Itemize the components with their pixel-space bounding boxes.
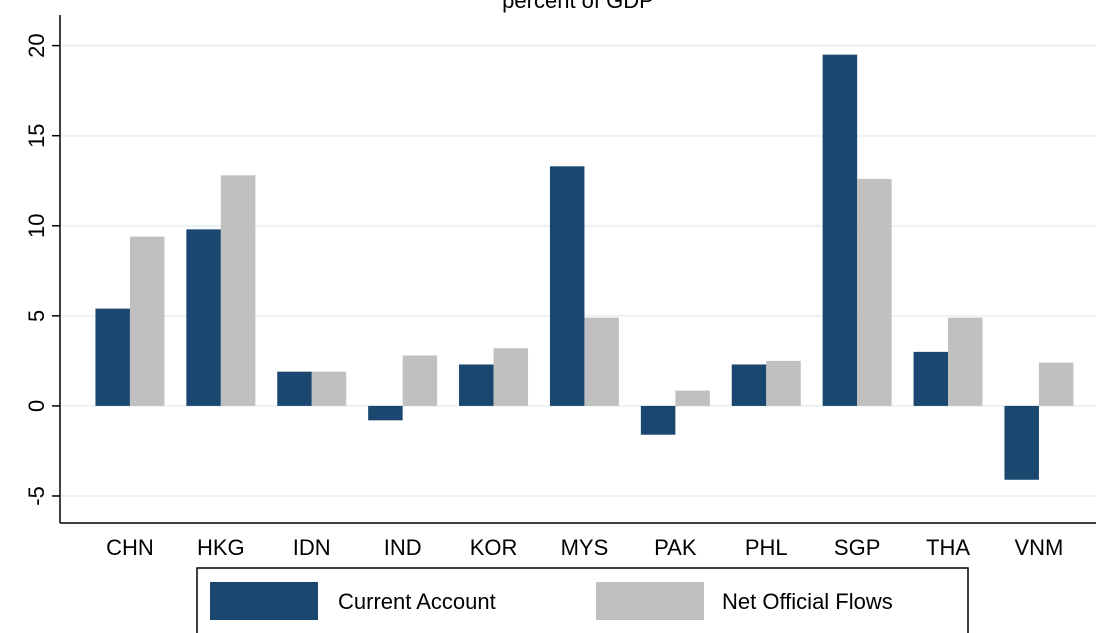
bar bbox=[129, 236, 165, 406]
bar bbox=[675, 390, 710, 406]
bar bbox=[1038, 362, 1074, 406]
x-tick-label: IND bbox=[384, 535, 422, 560]
y-tick-label: 20 bbox=[24, 33, 49, 57]
bar bbox=[640, 405, 676, 435]
legend-label: Net Official Flows bbox=[722, 589, 893, 614]
bar bbox=[584, 317, 619, 406]
bar bbox=[277, 371, 312, 406]
bar bbox=[186, 229, 221, 406]
x-tick-label: SGP bbox=[834, 535, 880, 560]
x-tick-label: PAK bbox=[654, 535, 697, 560]
x-tick-label: CHN bbox=[106, 535, 154, 560]
bar bbox=[459, 364, 494, 406]
legend-items: Current Account Net Official Flows bbox=[210, 582, 893, 620]
bar bbox=[857, 178, 892, 406]
legend-swatch bbox=[210, 582, 318, 620]
y-tick-label: -5 bbox=[24, 486, 49, 506]
x-tick-label: KOR bbox=[470, 535, 518, 560]
y-tick-label: 5 bbox=[24, 310, 49, 322]
legend-swatch bbox=[596, 582, 704, 620]
bar bbox=[822, 54, 858, 406]
bar bbox=[549, 166, 585, 406]
bar bbox=[948, 317, 983, 406]
bar bbox=[913, 351, 949, 406]
x-tick-label: PHL bbox=[745, 535, 788, 560]
y-tick-label: 10 bbox=[24, 214, 49, 238]
bar bbox=[368, 405, 403, 421]
bar bbox=[402, 355, 438, 406]
x-tick-label: THA bbox=[926, 535, 970, 560]
chart-title: percent of GDP bbox=[502, 0, 654, 13]
legend bbox=[196, 567, 969, 633]
x-tick-label: VNM bbox=[1015, 535, 1064, 560]
bar bbox=[493, 348, 529, 406]
bar bbox=[1004, 405, 1039, 480]
x-tick-label: HKG bbox=[197, 535, 245, 560]
bar bbox=[95, 308, 130, 406]
y-tick-label: 0 bbox=[24, 400, 49, 412]
bar bbox=[766, 360, 801, 406]
y-tick-label: 15 bbox=[24, 123, 49, 147]
x-tick-label: IDN bbox=[293, 535, 331, 560]
plot-area: -5 0 5 10 15 20 CHN HKG IDN IND KOR MYS PAK PHL SGP THA… bbox=[24, 33, 1096, 560]
bar bbox=[731, 364, 767, 406]
x-tick-label: MYS bbox=[561, 535, 609, 560]
bar bbox=[311, 371, 347, 406]
legend-label: Current Account bbox=[338, 589, 496, 614]
bar bbox=[220, 175, 256, 406]
